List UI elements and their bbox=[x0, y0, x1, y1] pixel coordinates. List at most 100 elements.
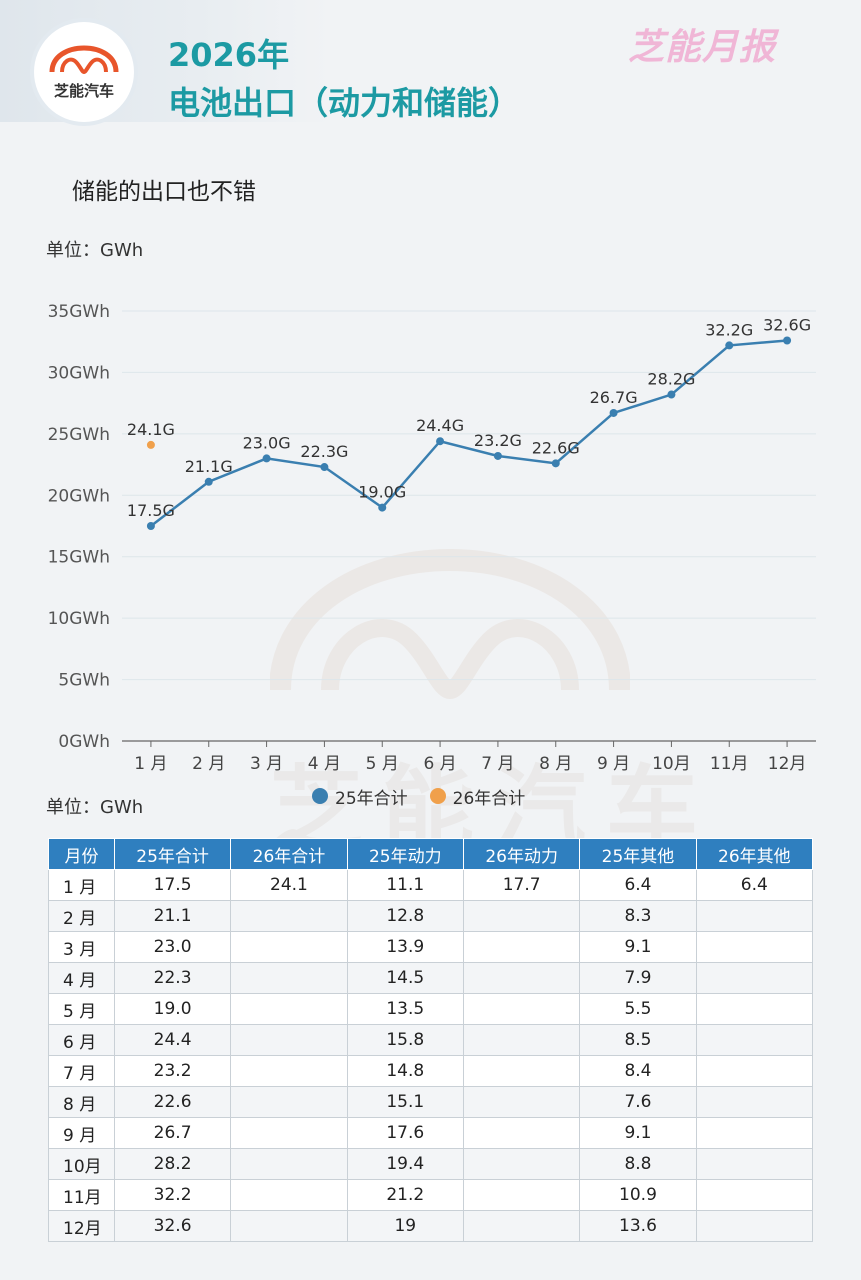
logo: 芝能汽车 bbox=[34, 22, 134, 122]
data-label: 17.5G bbox=[127, 501, 175, 520]
legend-label-25: 25年合计 bbox=[335, 788, 408, 809]
table-header-cell: 月份 bbox=[48, 838, 115, 870]
legend-item-26[interactable]: 26年合计 bbox=[429, 784, 526, 809]
data-point bbox=[146, 522, 155, 530]
legend-item-25[interactable]: 25年合计 bbox=[312, 784, 408, 809]
legend-swatch-25 bbox=[312, 788, 328, 804]
y-tick-label: 10GWh bbox=[48, 609, 110, 629]
table-cell bbox=[462, 1210, 581, 1242]
data-label: 21.1G bbox=[185, 457, 233, 476]
table-cell: 13.5 bbox=[346, 993, 464, 1025]
table-cell bbox=[695, 1117, 814, 1149]
table-cell: 17.7 bbox=[462, 869, 581, 901]
table-cell: 19.0 bbox=[113, 993, 232, 1025]
table-unit-label: 单位：GWh bbox=[46, 797, 144, 818]
table-cell-month: 2 月 bbox=[48, 900, 115, 932]
table-cell: 8.4 bbox=[579, 1055, 697, 1087]
table-body: 1 月 17.5 24.1 11.1 17.7 6.4 6.4 2 月 21.1 12.8 8.3 3… bbox=[48, 869, 814, 1242]
table-cell bbox=[462, 962, 581, 994]
x-tick-label: 6 月 bbox=[423, 754, 456, 774]
table-cell bbox=[462, 1179, 581, 1211]
table-row: 11月 32.2 21.2 10.9 bbox=[48, 1179, 814, 1211]
data-point bbox=[551, 459, 560, 468]
table-cell: 24.4 bbox=[113, 1024, 232, 1056]
table-cell bbox=[230, 1024, 348, 1056]
table-cell: 10.9 bbox=[579, 1179, 697, 1211]
table-cell: 23.2 bbox=[113, 1055, 232, 1087]
table-cell bbox=[230, 931, 348, 963]
line-chart: 0GWh 5GWh 10GWh 15GWh 20GWh 25GWh 30GWh 35GWh 1 … bbox=[48, 302, 816, 774]
series-line-0 bbox=[150, 339, 788, 527]
table-cell: 6.4 bbox=[579, 869, 697, 901]
table-cell-month: 8 月 bbox=[48, 1086, 115, 1118]
table-cell bbox=[695, 900, 814, 932]
table-cell: 32.6 bbox=[113, 1210, 232, 1242]
x-tick-label: 4 月 bbox=[308, 754, 341, 774]
data-point bbox=[783, 336, 792, 345]
table-row: 10月 28.2 19.4 8.8 bbox=[48, 1148, 814, 1180]
table-cell bbox=[230, 962, 348, 994]
table-cell: 8.5 bbox=[579, 1024, 697, 1056]
data-label: 19.0G bbox=[358, 483, 406, 502]
data-point bbox=[320, 463, 329, 472]
header: 芝能汽车 2026年 电池出口（动力和储能） 芝能月报 bbox=[0, 0, 861, 122]
y-tick-label: 0GWh bbox=[58, 732, 110, 752]
table-cell: 6.4 bbox=[695, 869, 814, 901]
table-cell bbox=[230, 1086, 348, 1118]
x-tick-label: 2 月 bbox=[192, 754, 225, 774]
y-tick-label: 15GWh bbox=[48, 548, 110, 568]
table-cell-month: 5 月 bbox=[48, 993, 115, 1025]
data-point bbox=[609, 408, 618, 417]
table-cell: 9.1 bbox=[579, 931, 697, 963]
data-point bbox=[493, 451, 502, 460]
x-tick-label: 11月 bbox=[710, 754, 749, 774]
table-cell: 19 bbox=[346, 1210, 464, 1242]
chart-subtitle: 储能的出口也不错 bbox=[72, 179, 256, 205]
table-cell bbox=[230, 1117, 348, 1149]
table-header-cell: 25年其他 bbox=[579, 838, 697, 870]
y-tick-label: 5GWh bbox=[58, 671, 110, 691]
legend-label-26: 26年合计 bbox=[452, 788, 526, 809]
table-row: 2 月 21.1 12.8 8.3 bbox=[48, 900, 814, 932]
table-cell: 11.1 bbox=[346, 869, 464, 901]
table-cell: 13.6 bbox=[579, 1210, 697, 1242]
table-cell-month: 11月 bbox=[48, 1179, 115, 1211]
table-cell-month: 10月 bbox=[48, 1148, 115, 1180]
x-tick-label: 9 月 bbox=[597, 754, 630, 774]
table-cell: 19.4 bbox=[346, 1148, 464, 1180]
table-row: 8 月 22.6 15.1 7.6 bbox=[48, 1086, 814, 1118]
table-cell: 22.6 bbox=[113, 1086, 232, 1118]
table-cell: 7.9 bbox=[579, 962, 697, 994]
table-row: 12月 32.6 19 13.6 bbox=[48, 1210, 814, 1242]
y-tick-label: 25GWh bbox=[48, 425, 110, 445]
table-cell bbox=[695, 1210, 814, 1242]
data-label: 26.7G bbox=[590, 388, 638, 407]
table-cell: 8.8 bbox=[579, 1148, 697, 1180]
table-cell bbox=[462, 1055, 581, 1087]
table-cell-month: 1 月 bbox=[48, 869, 115, 901]
table-cell bbox=[462, 1024, 581, 1056]
table-cell-month: 9 月 bbox=[48, 1117, 115, 1149]
table-cell: 15.1 bbox=[346, 1086, 464, 1118]
table-cell-month: 3 月 bbox=[48, 931, 115, 963]
data-label: 32.6G bbox=[763, 315, 811, 334]
data-label: 32.2G bbox=[705, 320, 753, 339]
table-cell bbox=[695, 1148, 814, 1180]
table-cell: 28.2 bbox=[113, 1148, 232, 1180]
table-row: 7 月 23.2 14.8 8.4 bbox=[48, 1055, 814, 1087]
table-cell: 22.3 bbox=[113, 962, 232, 994]
table-cell bbox=[462, 1117, 581, 1149]
table-cell: 9.1 bbox=[579, 1117, 697, 1149]
data-point bbox=[378, 503, 387, 512]
table-row: 1 月 17.5 24.1 11.1 17.7 6.4 6.4 bbox=[48, 869, 814, 901]
data-point bbox=[725, 341, 734, 350]
table-cell: 17.5 bbox=[113, 869, 232, 901]
table-header-cell: 25年动力 bbox=[346, 838, 464, 870]
data-label: 23.2G bbox=[474, 431, 522, 450]
brand-mark: 芝能月报 bbox=[628, 27, 777, 68]
table-cell: 26.7 bbox=[113, 1117, 232, 1149]
table-cell bbox=[695, 931, 814, 963]
table-cell: 14.8 bbox=[346, 1055, 464, 1087]
table-cell bbox=[230, 993, 348, 1025]
y-tick-label: 35GWh bbox=[48, 302, 110, 322]
